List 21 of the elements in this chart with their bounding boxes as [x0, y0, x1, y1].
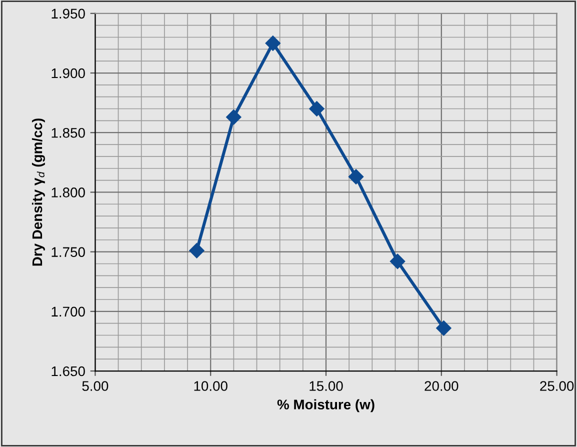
y-tick-label: 1.900 — [52, 68, 85, 78]
point — [390, 254, 406, 269]
x-tick-label: 5.00 — [82, 381, 108, 391]
y-axis-title: Dry Density γ$_{d}$ (gm/cc) — [32, 118, 45, 266]
y-tick-label: 1.850 — [52, 128, 85, 138]
point — [265, 36, 280, 51]
y-tick-label: 1.950 — [52, 8, 85, 19]
point — [226, 110, 242, 125]
y-tick-label: 1.750 — [52, 247, 85, 257]
x-tick-label: 20.00 — [424, 381, 458, 391]
x-axis-title: % Moisture (w) — [277, 399, 374, 412]
point — [348, 169, 364, 184]
x-tick-label: 15.00 — [310, 381, 343, 391]
point — [189, 243, 204, 258]
point — [436, 320, 452, 336]
y-tick-label: 1.700 — [52, 306, 85, 317]
y-tick-label: 1.650 — [52, 366, 85, 376]
y-tick-label: 1.800 — [52, 188, 85, 198]
x-tick-label: 25.00 — [540, 381, 574, 391]
x-tick-label: 10.00 — [194, 381, 228, 391]
point — [309, 101, 324, 116]
